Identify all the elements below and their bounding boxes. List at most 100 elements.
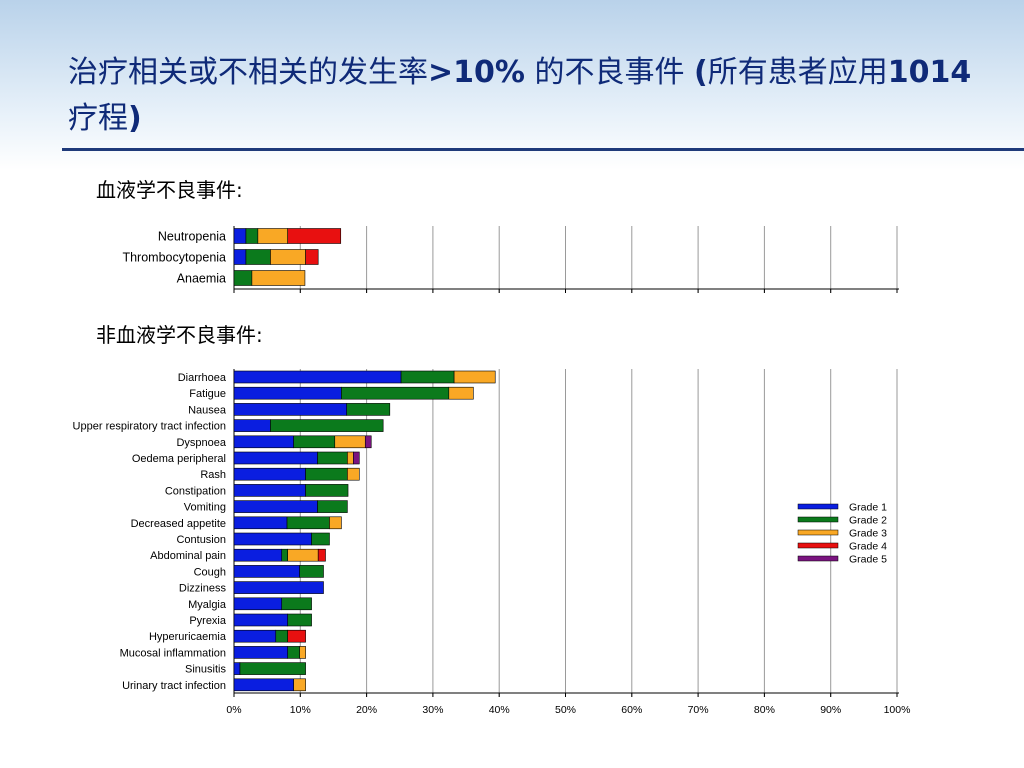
category-label: Hyperuricaemia	[149, 631, 227, 643]
bar-segment	[305, 484, 349, 497]
legend-swatch	[797, 555, 839, 562]
bar-segment	[275, 629, 289, 643]
bar-segment	[270, 249, 306, 265]
bar-segment	[305, 249, 319, 265]
hematologic-section-label: 血液学不良事件:	[96, 178, 243, 202]
bar-segment	[239, 662, 306, 675]
legend-swatch	[797, 516, 839, 523]
bar-segment	[233, 500, 318, 513]
bar-segment	[293, 678, 306, 692]
x-tick-label: 40%	[489, 704, 510, 716]
bar-segment	[453, 370, 496, 384]
bar-segment	[233, 548, 283, 562]
category-label: Oedema peripheral	[132, 453, 226, 465]
bar-segment	[400, 370, 455, 384]
bar-segment	[251, 270, 306, 286]
bar-segment	[287, 228, 342, 244]
bar-segment	[233, 629, 277, 643]
title-divider	[62, 148, 1024, 151]
bar-segment	[353, 451, 360, 465]
bar-segment	[245, 249, 271, 265]
bar-segment	[233, 662, 241, 675]
bar-segment	[233, 419, 271, 432]
legend-label: Grade 2	[849, 515, 887, 527]
bar-segment	[347, 451, 354, 465]
x-tick-label: 20%	[356, 704, 377, 716]
slide-title: 治疗相关或不相关的发生率>10% 的不良事件 (所有患者应用1014疗程)	[68, 55, 972, 136]
category-label: Dizziness	[179, 583, 227, 595]
x-tick-label: 30%	[422, 704, 443, 716]
category-label: Nausea	[188, 404, 227, 416]
category-label: Abdominal pain	[150, 550, 226, 562]
x-tick-label: 10%	[290, 704, 311, 716]
x-tick-label: 70%	[688, 704, 709, 716]
bar-segment	[257, 228, 289, 244]
x-tick-label: 100%	[884, 704, 911, 716]
category-label: Urinary tract infection	[122, 680, 226, 692]
bar-segment	[329, 516, 342, 530]
bar-segment	[233, 403, 348, 416]
bar-segment	[287, 646, 300, 659]
bar-segment	[281, 597, 312, 611]
bar-segment	[233, 270, 253, 286]
bar-segment	[233, 386, 342, 400]
category-label: Thrombocytopenia	[122, 251, 226, 265]
bar-segment	[233, 646, 289, 659]
bar-segment	[233, 613, 289, 627]
bar-segment	[364, 435, 372, 449]
category-label: Pyrexia	[189, 615, 227, 627]
bar-segment	[233, 532, 312, 546]
category-label: Mucosal inflammation	[120, 647, 226, 659]
legend-label: Grade 4	[849, 541, 887, 553]
bar-segment	[305, 467, 348, 481]
category-label: Neutropenia	[158, 230, 226, 244]
category-label: Sinusitis	[185, 664, 226, 676]
x-tick-label: 0%	[226, 704, 241, 716]
x-tick-label: 80%	[754, 704, 775, 716]
bar-segment	[334, 435, 366, 449]
x-tick-label: 90%	[820, 704, 841, 716]
category-label: Anaemia	[177, 272, 226, 286]
category-label: Myalgia	[188, 599, 227, 611]
bar-segment	[233, 467, 306, 481]
bar-segment	[347, 467, 360, 481]
bar-segment	[233, 516, 288, 530]
category-label: Diarrhoea	[178, 372, 227, 384]
bar-segment	[233, 597, 283, 611]
x-tick-label: 50%	[555, 704, 576, 716]
bar-segment	[317, 451, 348, 465]
nonhematologic-section-label: 非血液学不良事件:	[96, 323, 263, 347]
bar-segment	[233, 484, 306, 497]
legend-swatch	[797, 503, 839, 510]
bar-segment	[341, 386, 450, 400]
category-label: Rash	[200, 469, 226, 481]
bar-segment	[311, 532, 330, 546]
legend-label: Grade 5	[849, 554, 887, 566]
category-label: Fatigue	[189, 388, 226, 400]
legend-label: Grade 1	[849, 502, 887, 514]
bar-segment	[287, 548, 319, 562]
bar-segment	[317, 500, 348, 513]
legend-swatch	[797, 542, 839, 549]
category-label: Contusion	[176, 534, 226, 546]
category-label: Cough	[194, 566, 226, 578]
bar-segment	[233, 435, 294, 449]
bar-segment	[286, 516, 330, 530]
bar-segment	[448, 386, 474, 400]
bar-segment	[281, 548, 289, 562]
bar-segment	[233, 565, 300, 578]
bar-segment	[293, 435, 336, 449]
bar-segment	[233, 228, 247, 244]
category-label: Constipation	[165, 485, 226, 497]
bar-segment	[233, 249, 247, 265]
bar-segment	[299, 646, 306, 659]
bar-segment	[245, 228, 259, 244]
category-label: Upper respiratory tract infection	[73, 421, 226, 433]
category-label: Decreased appetite	[131, 518, 226, 530]
legend-swatch	[797, 529, 839, 536]
legend-label: Grade 3	[849, 528, 887, 540]
bar-segment	[346, 403, 391, 416]
bar-segment	[287, 629, 306, 643]
category-label: Vomiting	[184, 502, 226, 514]
